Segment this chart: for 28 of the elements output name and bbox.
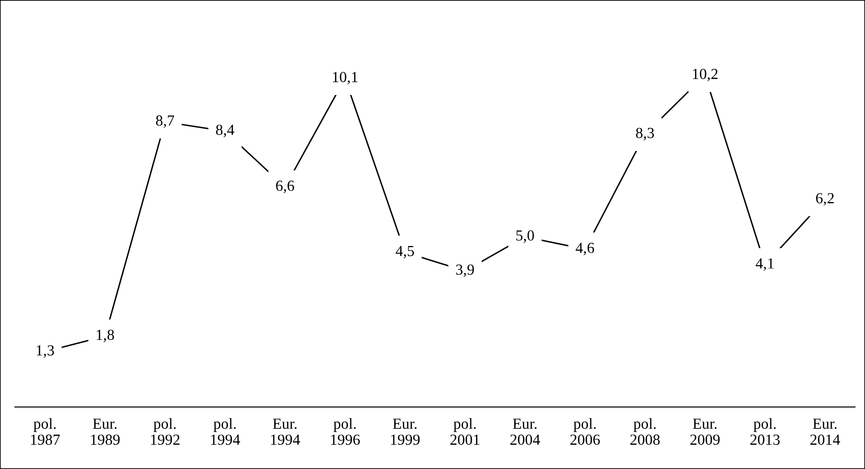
x-tick-label: Eur. 1989 bbox=[91, 418, 120, 445]
x-tick-label: pol. 1996 bbox=[331, 418, 360, 445]
x-tick-label: pol. 2001 bbox=[450, 418, 480, 445]
data-label: 8,7 bbox=[156, 115, 174, 128]
data-label: 6,2 bbox=[816, 193, 834, 206]
data-label: 1,8 bbox=[96, 330, 114, 342]
x-tick-label: pol. 1994 bbox=[211, 418, 240, 445]
x-tick-label: pol. 1987 bbox=[31, 418, 60, 445]
data-label: 8,4 bbox=[216, 124, 234, 138]
data-label: 4,6 bbox=[576, 242, 594, 256]
data-label: 3,9 bbox=[456, 264, 474, 277]
x-tick-label: Eur. 2014 bbox=[810, 418, 840, 445]
x-tick-label: Eur. 2009 bbox=[690, 418, 720, 445]
x-tick-label: Eur. 1999 bbox=[391, 418, 420, 445]
x-tick-label: pol. 2008 bbox=[630, 418, 660, 445]
data-label: 5,0 bbox=[516, 230, 534, 243]
x-tick-label: pol. 2006 bbox=[570, 418, 600, 445]
data-label: 4,1 bbox=[756, 258, 774, 271]
x-tick-label: pol. 1992 bbox=[151, 418, 180, 445]
data-label: 4,5 bbox=[396, 246, 414, 258]
data-label: 8,3 bbox=[636, 128, 654, 140]
data-label: 6,6 bbox=[276, 180, 294, 194]
data-label: 1,3 bbox=[36, 345, 54, 358]
x-tick-label: pol. 2013 bbox=[750, 418, 780, 445]
data-label: 10,2 bbox=[692, 68, 718, 82]
x-tick-label: Eur. 1994 bbox=[271, 418, 300, 445]
data-label: 10,1 bbox=[332, 72, 358, 84]
x-tick-label: Eur. 2004 bbox=[510, 418, 540, 445]
